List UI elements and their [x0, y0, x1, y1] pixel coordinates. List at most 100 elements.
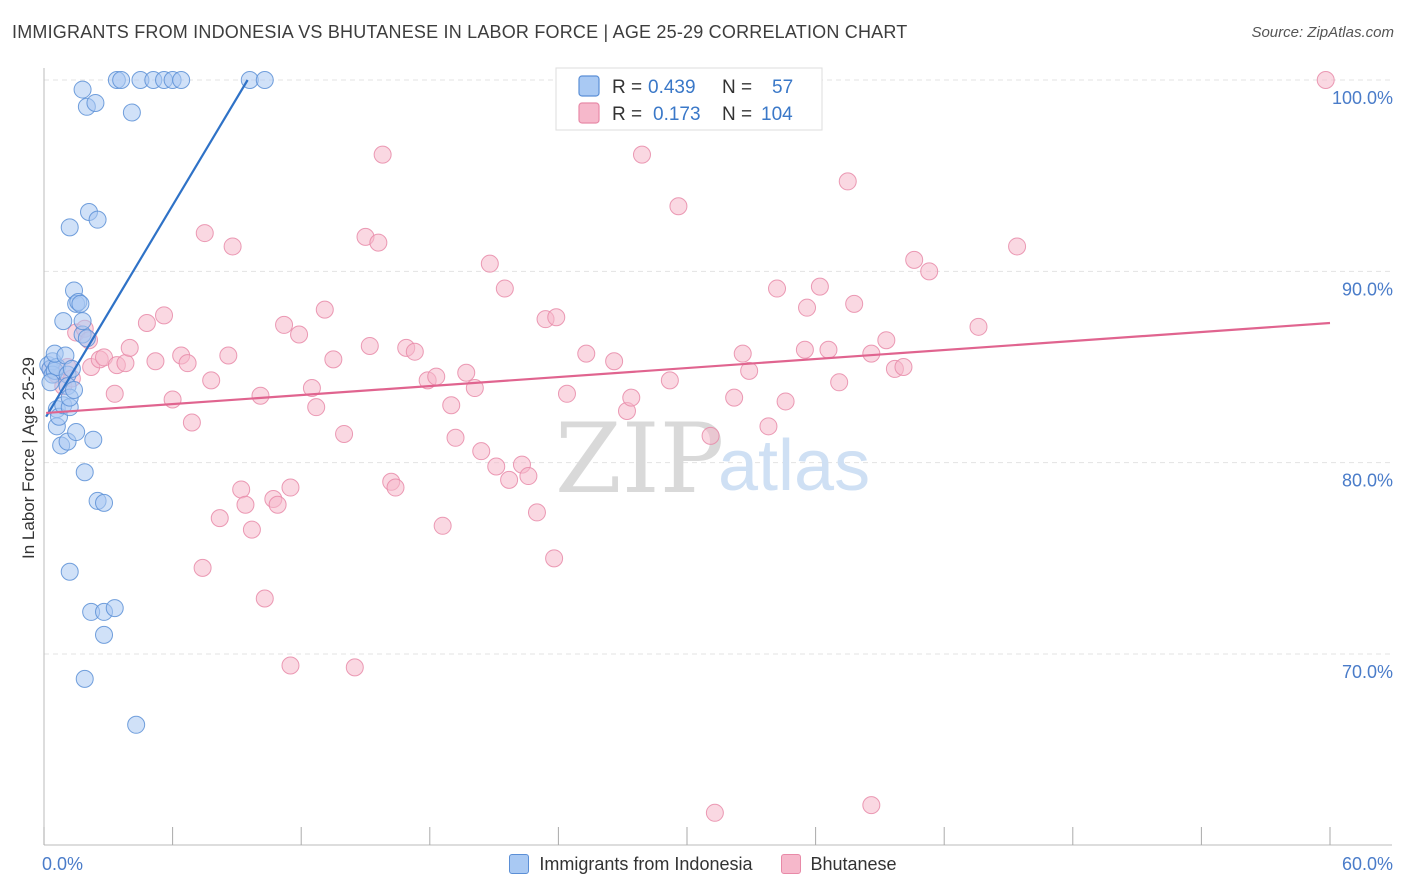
point-indonesia-54	[172, 71, 191, 89]
point-bhutanese-61	[480, 254, 499, 273]
point-indonesia-56	[255, 71, 274, 89]
stats-r-value-bhutanese: 0.173	[653, 104, 701, 125]
point-indonesia-45	[105, 599, 124, 618]
point-bhutanese-52	[405, 342, 424, 361]
point-indonesia-40	[88, 210, 107, 229]
stats-r-value-indonesia: 0.439	[648, 77, 696, 98]
point-indonesia-30	[73, 312, 92, 331]
data-points	[39, 71, 1335, 822]
point-bhutanese-22	[193, 558, 212, 577]
point-bhutanese-90	[819, 340, 838, 359]
point-bhutanese-21	[182, 413, 201, 432]
y-tick-label-2: 80.0%	[1342, 471, 1393, 491]
point-bhutanese-15	[137, 313, 156, 332]
point-bhutanese-85	[768, 279, 787, 298]
point-bhutanese-34	[268, 495, 287, 514]
point-indonesia-26	[67, 423, 86, 442]
point-bhutanese-54	[427, 367, 446, 386]
point-bhutanese-20	[178, 354, 197, 373]
point-bhutanese-14	[120, 338, 139, 357]
point-bhutanese-38	[281, 656, 300, 675]
legend-item-indonesia: Immigrants from Indonesia	[509, 854, 753, 875]
stats-r-label-bhutanese: R =	[612, 104, 642, 125]
point-bhutanese-100	[920, 262, 939, 281]
point-bhutanese-37	[290, 325, 309, 344]
stats-n-value-indonesia: 57	[772, 77, 793, 98]
point-bhutanese-81	[725, 388, 744, 407]
point-bhutanese-16	[146, 352, 165, 371]
point-bhutanese-27	[223, 237, 242, 256]
point-bhutanese-71	[557, 384, 576, 403]
stats-legend: R = 0.439 N = 57 R = 0.173 N = 104	[555, 67, 823, 131]
point-bhutanese-43	[335, 424, 354, 443]
point-bhutanese-46	[360, 336, 379, 355]
trend-line-indonesia	[45, 79, 249, 418]
point-bhutanese-48	[373, 145, 392, 164]
point-bhutanese-73	[605, 352, 624, 371]
point-bhutanese-72	[577, 344, 596, 363]
stats-swatch-bhutanese	[578, 102, 600, 124]
point-bhutanese-13	[116, 354, 135, 373]
point-indonesia-44	[95, 625, 114, 644]
stats-r-label-indonesia: R =	[612, 77, 642, 98]
tick-labels: 100.0% 90.0% 80.0% 70.0% 0.0% 60.0%	[42, 88, 1393, 874]
point-bhutanese-58	[457, 363, 476, 382]
point-bhutanese-94	[862, 796, 881, 815]
point-bhutanese-42	[324, 350, 343, 369]
y-axis-title: In Labor Force | Age 25-29	[19, 357, 38, 559]
trend-line-bhutanese	[46, 321, 1331, 415]
point-indonesia-12	[54, 312, 73, 331]
point-bhutanese-55	[433, 516, 452, 535]
point-bhutanese-60	[472, 442, 491, 461]
legend-item-bhutanese: Bhutanese	[780, 853, 897, 875]
point-indonesia-48	[122, 103, 141, 122]
point-bhutanese-67	[527, 503, 546, 522]
point-bhutanese-82	[733, 344, 752, 363]
point-bhutanese-41	[315, 300, 334, 319]
chart-title: IMMIGRANTS FROM INDONESIA VS BHUTANESE I…	[12, 22, 908, 42]
point-bhutanese-50	[386, 478, 405, 497]
point-bhutanese-80	[705, 803, 724, 822]
point-bhutanese-96	[877, 331, 896, 350]
point-bhutanese-57	[446, 428, 465, 447]
point-bhutanese-77	[660, 371, 679, 390]
point-bhutanese-25	[210, 509, 229, 528]
stats-swatch-indonesia	[578, 75, 600, 97]
point-bhutanese-47	[369, 233, 388, 252]
point-bhutanese-75	[622, 388, 641, 407]
point-bhutanese-93	[845, 294, 864, 313]
point-bhutanese-11	[105, 384, 124, 403]
legend-label-bhutanese: Bhutanese	[810, 853, 897, 874]
y-tick-label-1: 90.0%	[1342, 279, 1393, 299]
point-bhutanese-17	[155, 306, 174, 325]
point-bhutanese-28	[232, 480, 251, 499]
point-indonesia-38	[84, 430, 103, 449]
watermark-zip: ZIP	[555, 403, 724, 515]
point-bhutanese-78	[669, 197, 688, 216]
point-bhutanese-83	[740, 361, 759, 380]
axes	[43, 68, 1392, 846]
point-bhutanese-44	[345, 658, 364, 677]
point-bhutanese-102	[1008, 237, 1027, 256]
point-indonesia-32	[75, 463, 94, 482]
point-indonesia-6	[41, 373, 60, 392]
point-indonesia-20	[60, 218, 79, 237]
point-indonesia-21	[60, 562, 79, 581]
point-bhutanese-32	[255, 589, 274, 608]
legend-swatch-indonesia	[509, 854, 530, 874]
point-bhutanese-24	[202, 371, 221, 390]
point-bhutanese-35	[275, 315, 294, 334]
x-tick-label-0: 0.0%	[42, 854, 83, 874]
y-tick-label-3: 70.0%	[1342, 662, 1393, 682]
point-bhutanese-88	[798, 298, 817, 317]
point-bhutanese-29	[236, 495, 255, 514]
stats-n-value-bhutanese: 104	[761, 104, 793, 125]
point-bhutanese-84	[759, 417, 778, 436]
point-bhutanese-64	[500, 470, 519, 489]
bottom-legend: Immigrants from Indonesia Bhutanese	[0, 848, 1406, 880]
point-bhutanese-76	[632, 145, 651, 164]
point-bhutanese-36	[281, 478, 300, 497]
point-indonesia-28	[71, 294, 90, 313]
point-bhutanese-31	[251, 386, 270, 405]
